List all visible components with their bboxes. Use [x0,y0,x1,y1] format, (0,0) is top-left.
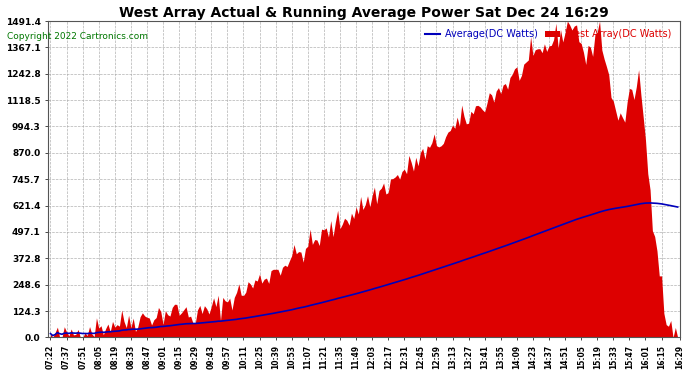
Legend: Average(DC Watts), West Array(DC Watts): Average(DC Watts), West Array(DC Watts) [422,26,675,44]
Title: West Array Actual & Running Average Power Sat Dec 24 16:29: West Array Actual & Running Average Powe… [119,6,609,20]
Text: Copyright 2022 Cartronics.com: Copyright 2022 Cartronics.com [7,32,148,41]
